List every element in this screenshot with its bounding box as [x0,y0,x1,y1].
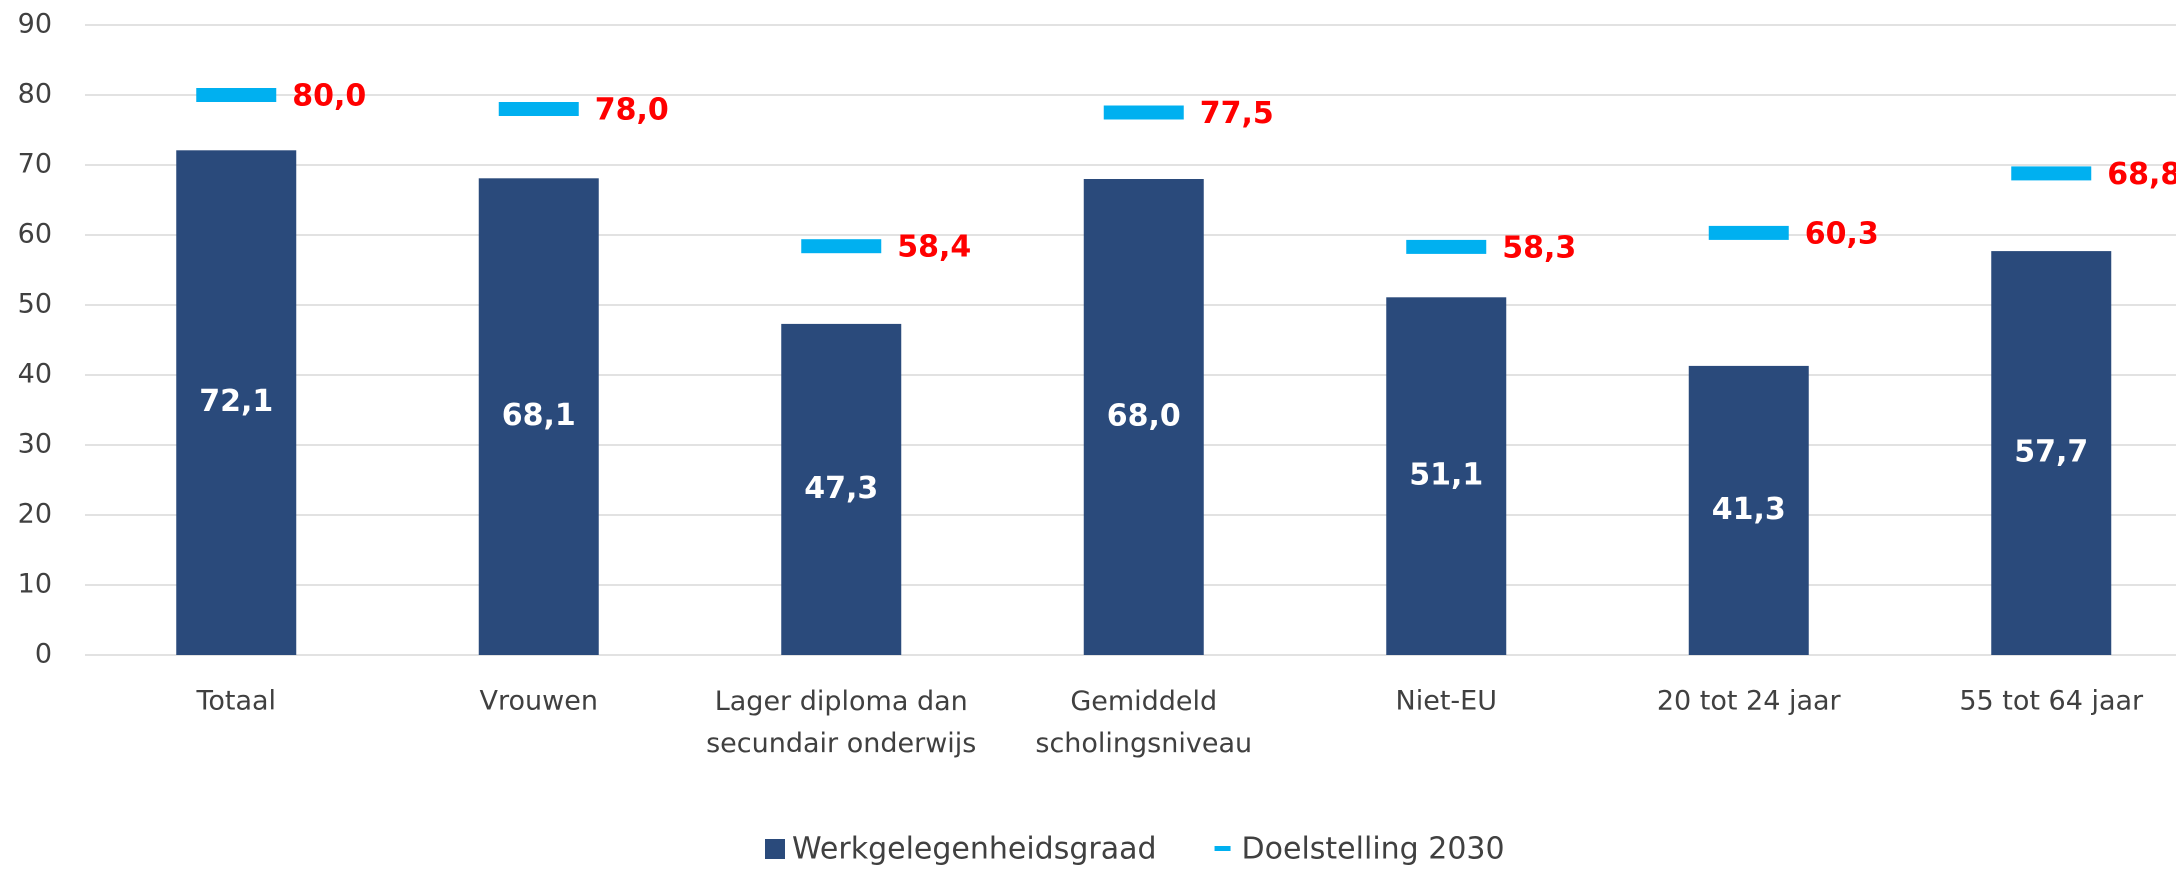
target-marker [1708,225,1789,240]
x-tick-label: Vrouwen [480,686,598,717]
target-value-label: 58,3 [1502,230,1576,265]
legend-swatch [765,839,785,859]
target-marker [196,88,277,102]
x-tick-line: Lager diploma dan [715,686,968,717]
x-tick-label: Gemiddeld scholingsniveau [1035,686,1252,759]
y-tick-label: 30 [18,429,52,460]
bar-value-label: 68,1 [502,398,576,433]
target-marker [1406,239,1487,254]
bar [1688,365,1809,655]
y-tick-label: 80 [18,79,52,110]
target-value-label: 78,0 [595,93,669,128]
target-marker [2011,166,2092,181]
bar [176,150,297,656]
bar [478,178,599,656]
y-tick-label: 90 [18,9,52,40]
bar-value-label: 47,3 [804,471,878,506]
x-tick-line: Gemiddeld [1070,686,1217,717]
y-tick-label: 50 [18,289,52,320]
legend-label: Doelstelling 2030 [1242,832,1505,867]
target-value-label: 68,8 [2107,157,2176,192]
target-marker [801,239,882,254]
y-tick-label: 20 [18,499,52,530]
x-tick-label: Totaal [195,686,276,717]
y-tick-label: 60 [18,219,52,250]
bar-value-label: 51,1 [1409,458,1483,493]
target-value-label: 58,4 [897,230,971,265]
target-value-label: 60,3 [1805,216,1879,251]
x-tick-label: 55 tot 64 jaar [1959,686,2144,717]
y-tick-label: 10 [18,569,52,600]
y-tick-label: 70 [18,149,52,180]
y-tick-label: 0 [35,639,52,670]
bar [1386,297,1507,655]
legend-label: Werkgelegenheidsgraad [792,832,1157,867]
bar [1083,179,1204,655]
bar [1991,251,2112,655]
y-tick-label: 40 [18,359,52,390]
target-marker [1103,105,1184,120]
bar-value-label: 68,0 [1107,399,1181,434]
target-value-label: 80,0 [292,79,366,114]
bar [781,323,902,655]
x-tick-line: secundair onderwijs [706,728,976,759]
legend-swatch [1214,846,1231,851]
x-tick-line: scholingsniveau [1035,728,1252,759]
target-value-label: 77,5 [1200,96,1274,131]
x-tick-label: Lager diploma dan secundair onderwijs [706,686,976,759]
bar-value-label: 41,3 [1712,492,1786,527]
x-tick-label: 20 tot 24 jaar [1657,686,1842,717]
bar-value-label: 57,7 [2014,435,2088,470]
target-marker [498,102,579,116]
x-tick-label: Niet-EU [1396,686,1497,717]
bar-value-label: 72,1 [199,384,273,419]
